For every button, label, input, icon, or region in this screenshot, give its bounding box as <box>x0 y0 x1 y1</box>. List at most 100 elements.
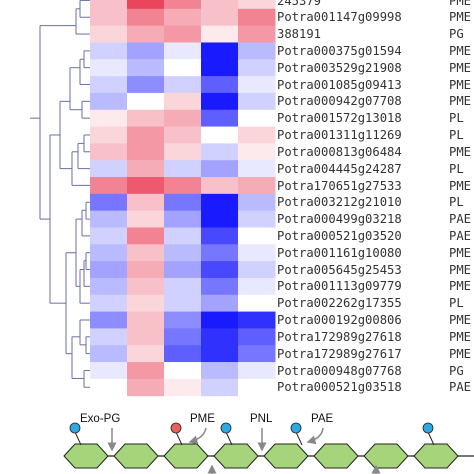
heatmap-cell <box>90 193 128 212</box>
heatmap-cell <box>238 8 276 27</box>
family-label: PME <box>449 77 472 92</box>
heatmap-cell <box>164 109 202 128</box>
heatmap-cell <box>201 227 239 245</box>
family-label: PME <box>449 60 472 75</box>
heatmap-cell <box>201 92 239 111</box>
family-label: PME <box>449 279 472 294</box>
sugar-ring <box>263 443 309 469</box>
substituent-bond <box>74 431 82 446</box>
sugar-ring <box>113 443 159 469</box>
heatmap-cell <box>238 25 276 43</box>
pectin-chain-svg <box>63 422 474 474</box>
heatmap-cell <box>127 59 165 77</box>
gene-label: Potra000192g00806 <box>277 313 402 328</box>
heatmap-cell <box>201 160 239 178</box>
family-label: PME <box>449 43 472 58</box>
gene-label: Potra170651g27533 <box>277 178 402 193</box>
heatmap-cell <box>90 294 128 313</box>
heatmap-cell <box>127 193 165 212</box>
heatmap-cell <box>90 261 128 279</box>
gene-label: Potra001311g11269 <box>277 128 402 143</box>
heatmap-cell <box>238 92 276 111</box>
heatmap-cell <box>164 345 202 363</box>
heatmap-cell <box>238 378 276 397</box>
heatmap-cell <box>90 244 128 262</box>
gene-label: Potra000499g03218 <box>277 212 402 227</box>
heatmap-cell <box>90 277 128 296</box>
heatmap-cell <box>164 328 202 346</box>
heatmap-cell <box>90 177 128 195</box>
heatmap-cell <box>127 294 165 313</box>
heatmap-cell <box>238 294 276 313</box>
heatmap-cell <box>238 59 276 77</box>
heatmap-cell <box>127 126 165 144</box>
heatmap-cell <box>127 42 165 60</box>
gene-label: Potra001147g09998 <box>277 10 402 25</box>
heatmap-cell <box>164 210 202 228</box>
heatmap-cell <box>238 42 276 60</box>
heatmap-cell <box>90 328 128 346</box>
heatmap-cell <box>238 109 276 128</box>
heatmap-cell <box>238 177 276 195</box>
heatmap-cell <box>90 311 128 329</box>
acetyl-group <box>422 422 434 434</box>
gene-label: Potra001572g13018 <box>277 111 402 126</box>
gene-label: Potra000948g07768 <box>277 363 402 378</box>
family-label: PAE <box>449 380 472 395</box>
heatmap-cell <box>201 109 239 128</box>
heatmap-cell <box>201 328 239 346</box>
family-label: PME <box>449 178 472 193</box>
family-label: PL <box>449 296 464 311</box>
heatmap-cell <box>238 227 276 245</box>
enzyme-label-exo-pg: Exo-PG <box>80 413 121 425</box>
heatmap-cell <box>238 76 276 94</box>
heatmap-cell <box>164 42 202 60</box>
heatmap-cell <box>164 311 202 329</box>
heatmap-cell <box>127 328 165 346</box>
sugar-ring <box>363 443 409 469</box>
heatmap-cell <box>238 362 276 380</box>
heatmap-cell <box>164 177 202 195</box>
family-label: PL <box>449 111 464 126</box>
heatmap-cell <box>238 160 276 178</box>
pae-arrow <box>306 427 324 445</box>
methyl-group <box>170 422 182 434</box>
heatmap-cell <box>90 92 128 111</box>
heatmap-cell <box>90 109 128 128</box>
family-label: PME <box>449 329 472 344</box>
sugar-ring <box>163 443 209 469</box>
heatmap-cell <box>127 76 165 94</box>
gene-label: Potra001085g09413 <box>277 77 402 92</box>
heatmap-cell <box>201 345 239 363</box>
heatmap-cell <box>238 126 276 144</box>
family-label: PG <box>449 363 464 378</box>
sugar-ring <box>313 443 359 469</box>
substituent-bond <box>427 431 435 446</box>
heatmap-cell <box>90 0 128 10</box>
heatmap-cell <box>201 378 239 397</box>
heatmap-cell <box>164 261 202 279</box>
heatmap-cell <box>127 210 165 228</box>
gene-label: Potra172989g27618 <box>277 329 402 344</box>
heatmap-cell <box>164 160 202 178</box>
heatmap-cell <box>238 244 276 262</box>
heatmap-cell <box>90 42 128 60</box>
heatmap-cell <box>127 143 165 161</box>
heatmap-cell <box>127 109 165 128</box>
gene-label: Potra001161g10080 <box>277 245 402 260</box>
heatmap-cell <box>238 0 276 10</box>
heatmap-cell <box>164 126 202 144</box>
heatmap-cell <box>201 59 239 77</box>
heatmap-cell <box>238 311 276 329</box>
gene-label: Potra000813g06484 <box>277 144 402 159</box>
heatmap-cell <box>164 0 202 10</box>
heatmap-cell <box>201 244 239 262</box>
heatmap-cell <box>127 25 165 43</box>
heatmap-cell <box>164 244 202 262</box>
gene-label: Potra002262g17355 <box>277 296 402 311</box>
family-label: PME <box>449 245 472 260</box>
sugar-ring <box>63 443 109 469</box>
heatmap-cells <box>90 0 276 397</box>
substituent-bond <box>295 431 303 446</box>
heatmap-cell <box>90 76 128 94</box>
